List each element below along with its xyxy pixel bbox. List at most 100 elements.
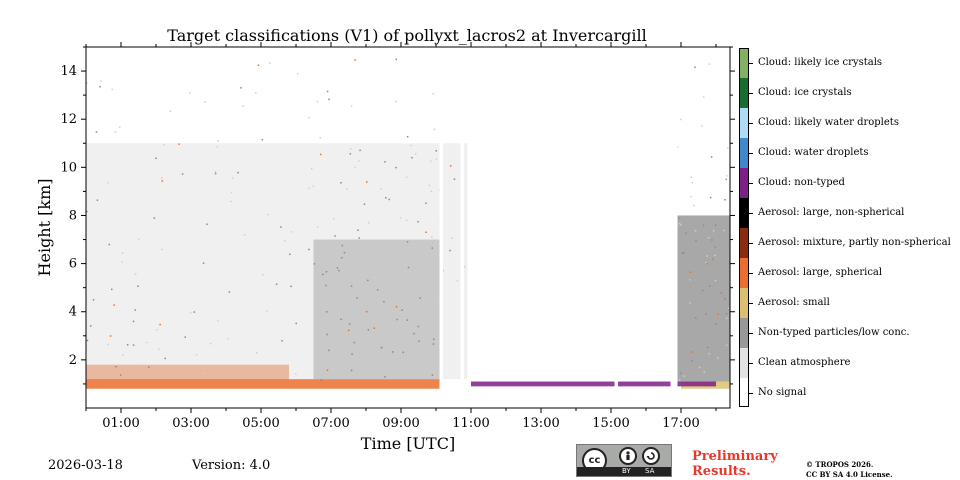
speckle-point — [328, 98, 330, 101]
speckle-point — [370, 269, 373, 271]
speckle-point — [714, 279, 717, 282]
speckle-point — [702, 224, 705, 227]
speckle-point — [701, 125, 703, 127]
legend-swatch — [739, 108, 749, 138]
speckle-point — [147, 366, 150, 368]
legend-tick — [749, 153, 753, 154]
legend-tick — [749, 93, 753, 94]
legend-tick — [749, 213, 753, 214]
speckle-point — [326, 333, 328, 336]
y-axis-label: Height [km] — [35, 179, 54, 277]
legend-tick — [749, 123, 753, 124]
speckle-point — [206, 223, 208, 225]
legend-swatch — [739, 258, 749, 288]
speckle-point — [727, 147, 729, 150]
speckle-point — [714, 323, 717, 325]
chart-title: Target classifications (V1) of pollyxt_l… — [167, 26, 646, 45]
speckle-point — [689, 271, 692, 273]
speckle-point — [189, 92, 191, 94]
speckle-point — [433, 128, 436, 131]
speckle-point — [449, 249, 451, 252]
speckle-point — [384, 161, 386, 163]
speckle-point — [399, 217, 402, 219]
legend-label: Cloud: likely water droplets — [758, 117, 899, 128]
speckle-point — [243, 234, 246, 236]
speckle-point — [383, 300, 385, 303]
no-signal-gap-2 — [614, 47, 618, 408]
speckle-point — [338, 269, 340, 272]
speckle-point — [132, 320, 135, 323]
speckle-point — [340, 182, 342, 184]
speckle-point — [155, 157, 157, 160]
footer-version: Version: 4.0 — [192, 458, 271, 473]
speckle-point — [419, 342, 421, 345]
speckle-point — [723, 229, 725, 232]
speckle-point — [202, 262, 205, 264]
speckle-point — [109, 335, 112, 337]
y-tick-label-2: 6 — [69, 257, 77, 272]
speckle-point — [342, 303, 345, 305]
speckle-point — [121, 261, 123, 263]
speckle-point — [158, 348, 160, 350]
speckle-point — [89, 325, 92, 327]
speckle-point — [380, 354, 382, 356]
legend-label: Aerosol: large, non-spherical — [758, 207, 905, 218]
legend-swatch — [739, 378, 749, 408]
speckle-point — [325, 284, 327, 287]
class-region-5 — [86, 143, 468, 380]
speckle-point — [695, 317, 697, 319]
speckle-point — [385, 197, 387, 199]
speckle-point — [255, 92, 257, 94]
license-note: © TROPOS 2026. CC BY SA 4.0 License. — [806, 460, 893, 480]
speckle-point — [694, 66, 696, 68]
speckle-point — [381, 346, 383, 349]
cc-by-sa-badge[interactable]: cc BY SA — [576, 444, 672, 477]
speckle-point — [161, 177, 163, 179]
speckle-point — [107, 343, 110, 346]
speckle-point — [725, 178, 727, 181]
legend-label: Non-typed particles/low conc. — [758, 327, 910, 338]
speckle-point — [678, 379, 681, 381]
speckle-point — [358, 237, 360, 239]
speckle-point — [432, 338, 435, 341]
legend-tick — [749, 63, 753, 64]
legend-swatch — [739, 138, 749, 168]
speckle-point — [411, 156, 413, 159]
legend-label: Cloud: ice crystals — [758, 87, 852, 98]
speckle-point — [368, 222, 370, 224]
speckle-point — [435, 150, 438, 152]
speckle-point — [413, 332, 415, 335]
x-tick-label-2: 05:00 — [242, 416, 279, 431]
speckle-point — [366, 181, 368, 183]
speckle-point — [289, 253, 291, 256]
speckle-point — [418, 340, 420, 343]
speckle-point — [353, 341, 356, 344]
speckle-point — [159, 323, 161, 326]
speckle-point — [169, 110, 172, 113]
speckle-point — [308, 248, 310, 251]
no-signal-gap-3 — [670, 47, 678, 408]
speckle-point — [407, 266, 410, 269]
speckle-point — [193, 311, 196, 313]
legend-swatch — [739, 48, 749, 78]
speckle-point — [126, 343, 129, 346]
speckle-point — [438, 301, 440, 304]
x-tick-label-5: 11:00 — [452, 416, 489, 431]
speckle-point — [724, 298, 726, 300]
speckle-point — [332, 315, 334, 317]
speckle-point — [294, 373, 297, 375]
legend-tick — [749, 363, 753, 364]
y-tick-label-6: 14 — [60, 64, 77, 79]
legend-item: Aerosol: mixture, partly non-spherical — [739, 228, 959, 258]
speckle-point — [414, 153, 417, 155]
speckle-point — [702, 289, 704, 292]
speckle-point — [217, 140, 219, 142]
legend-tick — [749, 243, 753, 244]
speckle-point — [269, 62, 271, 64]
speckle-point — [436, 239, 438, 242]
speckle-point — [708, 63, 711, 65]
speckle-point — [432, 93, 434, 95]
speckle-point — [725, 312, 728, 315]
speckle-point — [118, 126, 121, 128]
speckle-point — [711, 239, 713, 241]
